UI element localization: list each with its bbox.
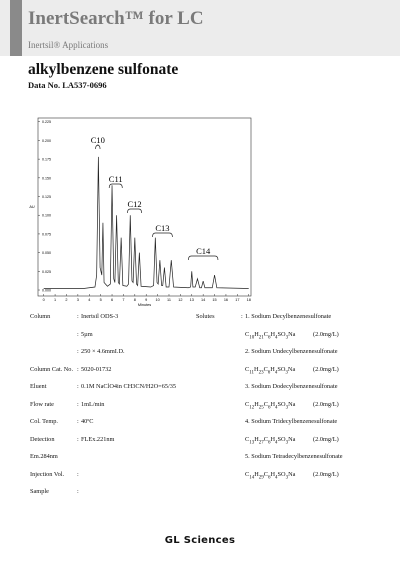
trace bbox=[43, 156, 249, 289]
x-tick-label: 10 bbox=[155, 298, 159, 302]
condition-label: Column bbox=[30, 313, 51, 320]
x-tick-label: 17 bbox=[235, 298, 239, 302]
doc-title: alkylbenzene sulfonate bbox=[28, 61, 179, 78]
colon: : bbox=[77, 348, 79, 355]
x-tick-label: 0 bbox=[43, 298, 45, 302]
y-tick-label: 0.000 bbox=[42, 289, 51, 293]
colon: : bbox=[77, 488, 79, 495]
y-tick-label: 0.225 bbox=[42, 120, 51, 124]
solutes-label: Solutes bbox=[196, 313, 215, 320]
x-tick-label: 11 bbox=[167, 298, 171, 302]
x-tick-label: 16 bbox=[224, 298, 228, 302]
y-tick-label: 0.125 bbox=[42, 195, 51, 199]
y-tick-label: 0.025 bbox=[42, 270, 51, 274]
peak-bracket bbox=[127, 208, 143, 214]
condition-value: 40ºC bbox=[81, 418, 94, 425]
condition-value: 5µm bbox=[81, 330, 93, 338]
condition-label: Sample bbox=[30, 488, 49, 495]
solute-conc: (2.0mg/L) bbox=[313, 470, 339, 478]
plot-frame bbox=[37, 117, 252, 297]
x-tick-label: 14 bbox=[201, 298, 205, 302]
solute-formula: C10H21C6H4SO3Na bbox=[245, 330, 296, 340]
colon: : bbox=[77, 383, 79, 390]
condition-label: Col. Temp. bbox=[30, 418, 58, 425]
peak-bracket bbox=[95, 144, 101, 150]
brand-subtitle: Inertsil® Applications bbox=[28, 40, 109, 50]
colon: : bbox=[77, 418, 79, 425]
peak-label: C11 bbox=[109, 174, 123, 184]
brand-title: InertSearch™ for LC bbox=[28, 8, 204, 29]
x-tick-label: 12 bbox=[178, 298, 182, 302]
x-tick-label: 15 bbox=[212, 298, 216, 302]
colon: : bbox=[77, 470, 79, 478]
condition-value: 250 × 4.6mmI.D. bbox=[81, 348, 125, 355]
condition-label: Em.284nm bbox=[30, 453, 58, 460]
solute-name: 2. Sodium Undecylbenzenesulfonate bbox=[245, 348, 338, 355]
x-tick-label: 1 bbox=[54, 298, 56, 302]
y-tick-label: 0.050 bbox=[42, 251, 51, 255]
y-tick-label: 0.200 bbox=[42, 139, 51, 143]
condition-value: Inertsil ODS-3 bbox=[81, 313, 119, 320]
y-tick-label: 0.150 bbox=[42, 176, 51, 180]
y-tick-label: 0.075 bbox=[42, 232, 51, 236]
solute-conc: (2.0mg/L) bbox=[313, 400, 339, 408]
condition-label: Flow rate bbox=[30, 400, 54, 408]
solute-conc: (2.0mg/L) bbox=[313, 330, 339, 338]
x-tick-label: 6 bbox=[111, 298, 113, 302]
condition-value: 0.1M NaClO4in CH3CN/H2O=65/35 bbox=[81, 383, 177, 390]
condition-label: Eluent bbox=[30, 383, 47, 390]
condition-label: Column Cat. No. bbox=[30, 365, 74, 373]
solute-name: 3. Sodium Dodecylbenzenesulfonate bbox=[245, 383, 338, 390]
solute-name: 1. Sodium Decylbenzenesulfonate bbox=[245, 313, 332, 320]
condition-label: Detection bbox=[30, 435, 55, 443]
colon: : bbox=[77, 400, 79, 408]
header-bar bbox=[10, 0, 22, 56]
colon: : bbox=[77, 435, 79, 443]
x-tick-label: 18 bbox=[247, 298, 251, 302]
peak-label: C10 bbox=[91, 135, 105, 145]
y-tick-label: 0.100 bbox=[42, 214, 51, 218]
solute-conc: (2.0mg/L) bbox=[313, 435, 339, 443]
footer-logo: GL Sciences bbox=[164, 535, 236, 546]
x-tick-label: 7 bbox=[122, 298, 124, 302]
x-tick-label: 13 bbox=[190, 298, 194, 302]
header-band bbox=[0, 0, 400, 56]
peak-label: C14 bbox=[196, 246, 211, 256]
peak-label: C12 bbox=[127, 199, 141, 209]
peak-bracket bbox=[152, 232, 173, 238]
condition-value: 1mL/min bbox=[81, 400, 105, 408]
solute-formula: C11H23C6H4SO3Na bbox=[245, 365, 296, 375]
solute-formula: C13H27C6H4SO3Na bbox=[245, 435, 296, 445]
peak-label: C13 bbox=[155, 223, 169, 233]
solute-conc: (2.0mg/L) bbox=[313, 365, 339, 373]
solute-formula: C12H25C6H4SO3Na bbox=[245, 400, 296, 410]
x-tick-label: 3 bbox=[77, 298, 79, 302]
condition-value: FLEx.221nm bbox=[81, 435, 115, 443]
x-axis-label: Minutes bbox=[138, 303, 151, 307]
y-axis-label: AU bbox=[29, 205, 35, 209]
colon: : bbox=[77, 313, 79, 320]
peak-bracket bbox=[188, 255, 219, 261]
solute-formula: C14H29C6H4SO3Na bbox=[245, 470, 296, 480]
x-tick-label: 2 bbox=[65, 298, 67, 302]
colon: : bbox=[241, 313, 243, 320]
colon: : bbox=[77, 330, 79, 338]
condition-value: 5020-01732 bbox=[81, 365, 112, 373]
chromatogram: 0.000 0.025 0.050 0.075 0.100 0.125 0.150 0.175… bbox=[29, 117, 252, 307]
x-tick-label: 4 bbox=[88, 298, 90, 302]
condition-label: Injection Vol. bbox=[30, 470, 65, 478]
doc-number: Data No. LA537-0696 bbox=[28, 80, 107, 90]
x-tick-label: 8 bbox=[134, 298, 136, 302]
y-tick-label: 0.175 bbox=[42, 158, 51, 162]
peak-bracket bbox=[108, 183, 123, 189]
x-tick-label: 5 bbox=[100, 298, 102, 302]
solute-name: 5. Sodium Tetradecylbenzenesulfonate bbox=[245, 453, 343, 460]
x-tick-label: 9 bbox=[145, 298, 147, 302]
solute-name: 4. Sodium Tridecylbenzenesulfonate bbox=[245, 418, 338, 425]
colon: : bbox=[77, 365, 79, 373]
